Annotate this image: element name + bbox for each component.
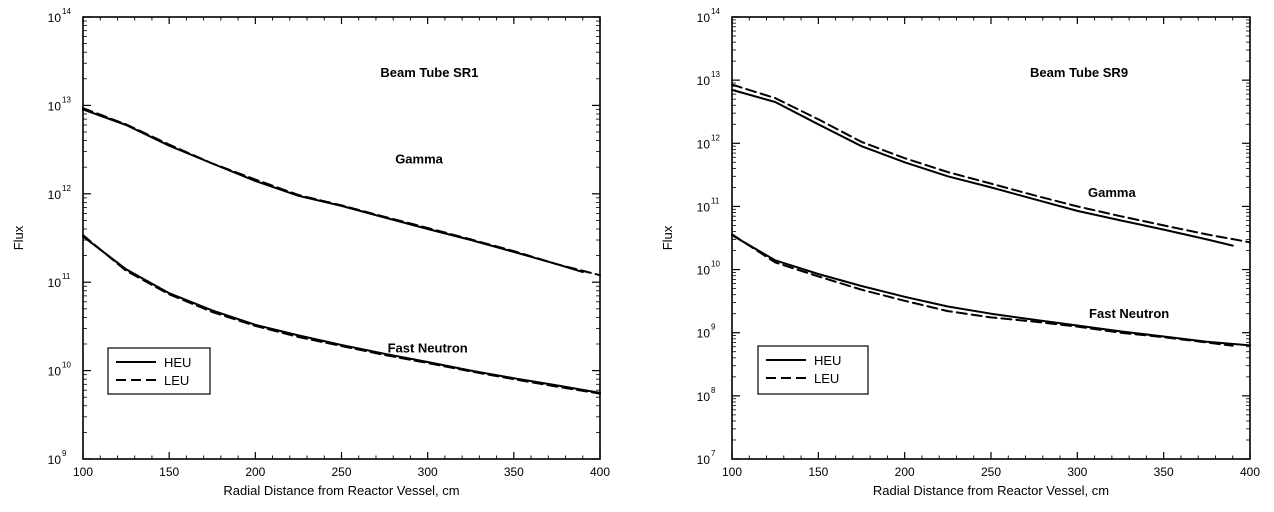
- y-tick-exponent: 11: [711, 196, 720, 205]
- legend-box: [107, 347, 211, 395]
- y-tick-label: 10 11: [697, 196, 720, 214]
- legend-label-leu: LEU: [164, 373, 189, 388]
- y-tick-base: 10: [697, 390, 711, 404]
- x-tick-label: 100: [73, 465, 93, 479]
- series-line-gamma-leu: [731, 83, 1251, 244]
- x-tick-label: 300: [418, 465, 438, 479]
- x-axis-label: Radial Distance from Reactor Vessel, cm: [873, 483, 1109, 498]
- y-tick-label: 10 10: [48, 361, 72, 379]
- x-tick-label: 200: [895, 465, 915, 479]
- y-tick-label: 10 14: [697, 7, 721, 25]
- series-line-gamma-heu: [82, 108, 584, 274]
- y-tick-base: 10: [48, 276, 62, 290]
- x-tick-label: 150: [159, 465, 179, 479]
- y-tick-base: 10: [697, 74, 711, 88]
- y-tick-base: 10: [48, 188, 62, 202]
- legend: HEU LEU: [757, 345, 869, 395]
- y-tick-exponent: 9: [62, 449, 67, 458]
- y-tick-base: 10: [697, 327, 711, 341]
- y-tick-base: 10: [697, 11, 711, 25]
- series-line-gamma-leu: [82, 107, 601, 277]
- y-tick-base: 10: [48, 11, 62, 25]
- y-tick-base: 10: [48, 453, 62, 467]
- y-tick-exponent: 7: [711, 449, 716, 458]
- y-tick-label: 10 7: [697, 449, 716, 467]
- y-tick-label: 10 12: [697, 133, 721, 151]
- series-annotation: Fast Neutron: [388, 341, 468, 356]
- y-tick-base: 10: [697, 137, 711, 151]
- series-line-fast-neutron-heu: [731, 234, 1251, 347]
- x-tick-label: 350: [504, 465, 524, 479]
- y-tick-label: 10 9: [697, 323, 716, 341]
- y-tick-exponent: 14: [711, 7, 720, 16]
- y-tick-exponent: 12: [62, 184, 71, 193]
- x-tick-label: 350: [1154, 465, 1174, 479]
- y-tick-label: 10 11: [48, 272, 71, 290]
- y-tick-label: 10 14: [48, 7, 72, 25]
- y-tick-label: 10 13: [697, 70, 721, 88]
- series-line-fast-neutron-leu: [731, 233, 1234, 347]
- series-annotation: Gamma: [1088, 185, 1136, 200]
- legend-box: [757, 345, 869, 395]
- x-tick-label: 200: [245, 465, 265, 479]
- y-tick-exponent: 10: [711, 260, 720, 269]
- x-tick-label: 300: [1067, 465, 1087, 479]
- y-tick-base: 10: [697, 453, 711, 467]
- series-annotation: Fast Neutron: [1089, 306, 1169, 321]
- legend: HEU LEU: [107, 347, 211, 395]
- series-annotation: Gamma: [395, 152, 443, 167]
- chart-title: Beam Tube SR9: [1030, 65, 1128, 80]
- x-tick-label: 400: [590, 465, 610, 479]
- legend-label-heu: HEU: [164, 355, 191, 370]
- y-tick-exponent: 13: [62, 95, 71, 104]
- y-tick-exponent: 8: [711, 386, 716, 395]
- y-tick-label: 10 10: [697, 260, 721, 278]
- y-tick-base: 10: [697, 264, 711, 278]
- chart-title: Beam Tube SR1: [380, 65, 478, 80]
- series-line-fast-neutron-leu: [82, 234, 601, 395]
- y-tick-exponent: 10: [62, 361, 71, 370]
- y-tick-exponent: 9: [711, 323, 716, 332]
- y-tick-base: 10: [48, 365, 62, 379]
- series-line-gamma-heu: [731, 88, 1234, 247]
- y-axis-label: Flux: [11, 225, 26, 250]
- y-tick-exponent: 14: [62, 7, 71, 16]
- x-tick-label: 100: [722, 465, 742, 479]
- y-tick-exponent: 12: [711, 133, 720, 142]
- x-axis-label: Radial Distance from Reactor Vessel, cm: [223, 483, 459, 498]
- y-tick-label: 10 13: [48, 95, 72, 113]
- y-tick-label: 10 9: [48, 449, 67, 467]
- y-axis-label: Flux: [660, 225, 675, 250]
- y-tick-label: 10 12: [48, 184, 72, 202]
- x-tick-label: 250: [981, 465, 1001, 479]
- x-tick-label: 250: [331, 465, 351, 479]
- x-tick-label: 150: [808, 465, 828, 479]
- y-tick-exponent: 11: [62, 272, 71, 281]
- y-tick-base: 10: [697, 200, 711, 214]
- legend-label-leu: LEU: [814, 371, 839, 386]
- y-tick-exponent: 13: [711, 70, 720, 79]
- y-tick-label: 10 8: [697, 386, 716, 404]
- legend-label-heu: HEU: [814, 353, 841, 368]
- y-tick-base: 10: [48, 99, 62, 113]
- x-tick-label: 400: [1240, 465, 1260, 479]
